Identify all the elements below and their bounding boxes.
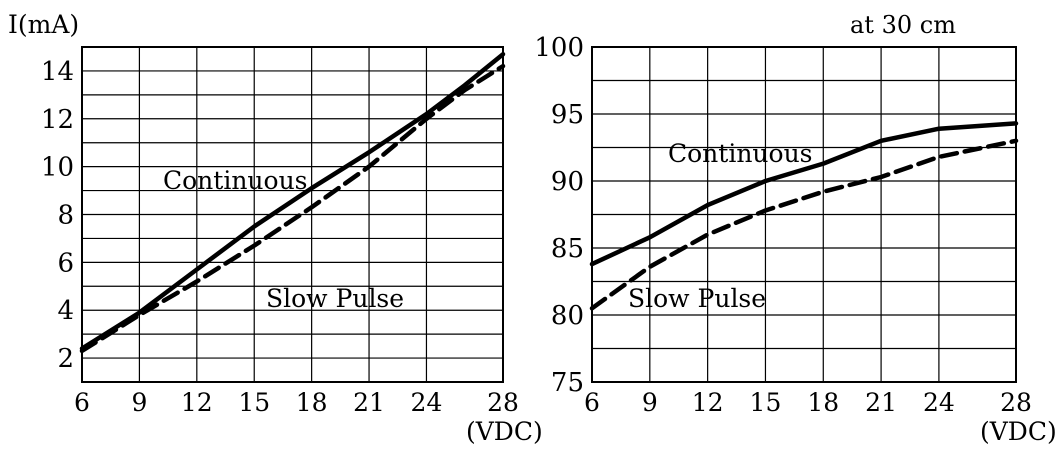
current-chart-xtick-label: 24	[411, 388, 443, 417]
intensity-chart-title: at 30 cm	[850, 11, 956, 39]
intensity-chart-xtick-label: 28	[1000, 388, 1032, 417]
current-chart-ytick-label: 8	[57, 201, 74, 231]
intensity-chart-xtick-label: 18	[807, 388, 839, 417]
intensity-chart-xtick-label: 21	[865, 388, 897, 417]
current-chart-series-label-slow-pulse: Slow Pulse	[266, 284, 404, 313]
intensity-chart-xtick-label: 15	[750, 388, 782, 417]
intensity-chart-ytick-label: 90	[551, 167, 584, 197]
current-chart-ytick-label: 14	[41, 57, 74, 87]
intensity-chart-series-label-slow-pulse: Slow Pulse	[628, 284, 766, 313]
intensity-chart-ytick-label: 80	[551, 301, 584, 331]
current-chart-series-slow-pulse	[79, 63, 506, 354]
intensity-chart-series-continuous	[589, 121, 1019, 267]
current-chart-series-continuous	[79, 51, 506, 351]
intensity-chart-xtick-label: 24	[923, 388, 955, 417]
intensity-chart-grid	[592, 47, 1016, 382]
current-chart-ylabel: I(mA)	[8, 10, 79, 39]
intensity-chart-xlabel: (VDC)	[980, 417, 1057, 446]
intensity-chart-xtick-label: 12	[692, 388, 724, 417]
current-chart-ytick-label: 4	[57, 296, 74, 326]
current-chart-xlabel: (VDC)	[466, 417, 543, 446]
current-chart-xtick-label: 9	[131, 388, 147, 417]
intensity-chart-ytick-label: 85	[551, 234, 584, 264]
intensity-chart: 75 80 85 90 95 100 6 9 12 15 18 21 24 28 at 30 cm (V…	[534, 11, 1056, 446]
current-chart-ytick-label: 6	[57, 248, 74, 278]
intensity-chart-frame	[591, 46, 1017, 383]
intensity-chart-ytick-label: 100	[534, 33, 584, 63]
current-chart-grid	[82, 47, 503, 382]
intensity-chart-xtick-label: 9	[642, 388, 658, 417]
intensity-chart-series-label-continuous: Continuous	[668, 139, 813, 168]
current-chart-xtick-label: 6	[74, 388, 90, 417]
intensity-chart-ytick-label: 75	[551, 368, 584, 398]
current-chart-xtick-label: 12	[181, 388, 213, 417]
intensity-chart-ytick-label: 95	[551, 100, 584, 130]
current-chart-xtick-label: 15	[238, 388, 270, 417]
current-chart-frame	[81, 46, 504, 383]
current-chart-xtick-label: 18	[296, 388, 328, 417]
current-chart-ytick-label: 10	[41, 153, 74, 183]
intensity-chart-series-slow-pulse	[589, 138, 1019, 311]
current-chart-ytick-label: 12	[41, 105, 74, 135]
current-chart-xtick-label: 21	[353, 388, 385, 417]
intensity-chart-xtick-label: 6	[584, 388, 600, 417]
current-chart-ytick-label: 2	[57, 344, 74, 374]
current-chart-xtick-label: 28	[487, 388, 519, 417]
current-chart-series-label-continuous: Continuous	[163, 166, 308, 195]
